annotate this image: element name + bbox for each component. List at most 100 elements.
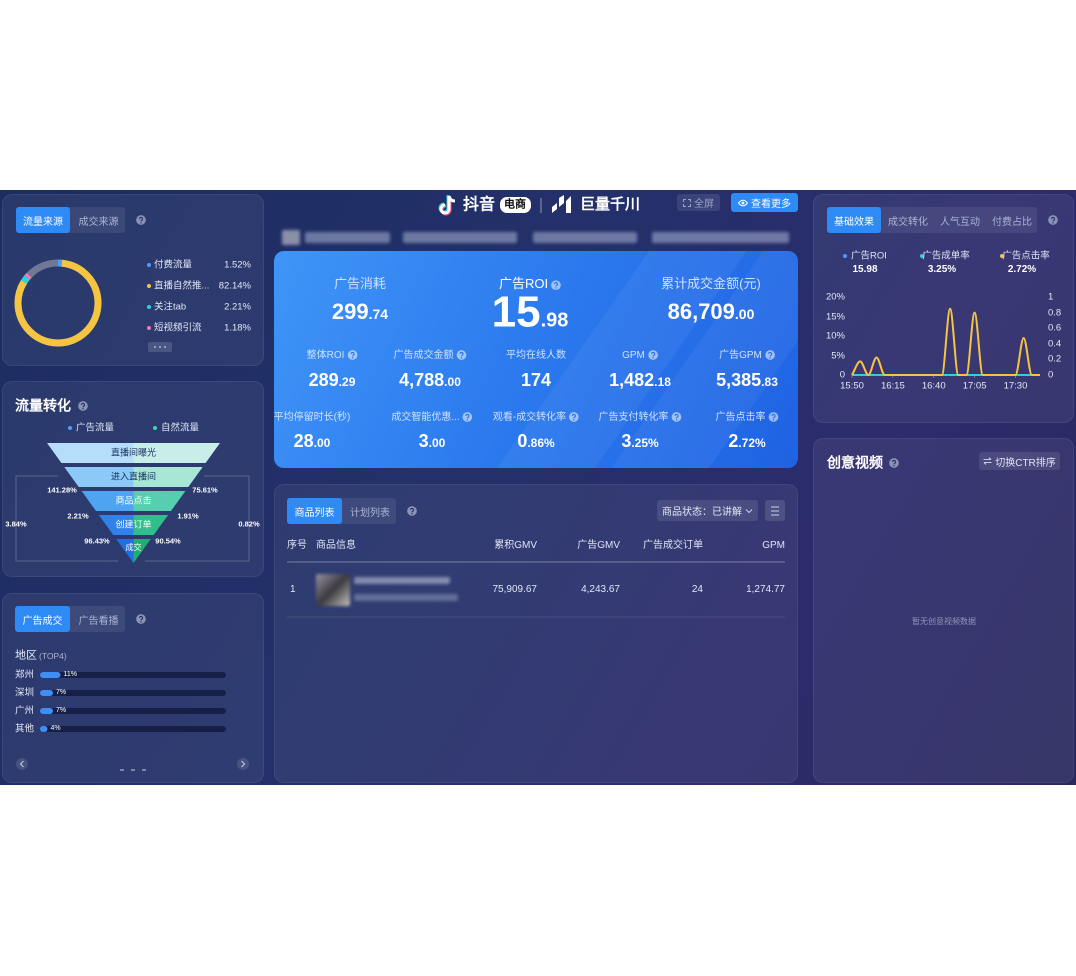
help-glyph (80, 402, 86, 408)
help-icon[interactable] (1048, 215, 1058, 225)
partner: 巨量千川 (580, 196, 641, 213)
help-glyph (675, 419, 678, 421)
y2-tick-label: 0.4 (1048, 338, 1062, 350)
help-icon[interactable] (136, 215, 146, 225)
kpi-value: 15.98 (492, 287, 569, 340)
kpi-label: 广告点击率 (716, 412, 779, 424)
tab[interactable]: 基础效果 (827, 207, 881, 233)
help-icon[interactable] (889, 458, 899, 468)
tab[interactable]: 人气互动 (940, 216, 980, 228)
help-icon[interactable] (569, 412, 580, 423)
logo-shape (559, 195, 564, 207)
fullscreen-button[interactable]: 全屏 (677, 194, 720, 211)
carousel-dot[interactable] (142, 769, 146, 771)
help-glyph (411, 513, 413, 515)
kpi-label: 广告GPM (719, 350, 775, 362)
left-rate: 141.28% (47, 485, 77, 495)
help-circle (136, 614, 146, 624)
legend-dot (147, 326, 151, 330)
carousel-dot[interactable] (131, 769, 135, 771)
region-subtitle: (TOP4) (39, 650, 67, 661)
help-icon[interactable] (671, 412, 682, 423)
funnel-stage-label: 进入直播间 (110, 471, 157, 482)
legend-label: 短视频引流 (154, 322, 202, 334)
more-dot (154, 346, 156, 348)
y2-tick-label: 1 (1048, 291, 1054, 303)
help-circle (347, 350, 358, 361)
help-icon[interactable] (78, 401, 88, 411)
help-glyph (467, 419, 469, 421)
region-value: 11% (63, 670, 77, 678)
help-icon[interactable] (648, 350, 658, 361)
kpi-label: 平均停留时长(秒) (274, 412, 351, 424)
region-bar (40, 672, 61, 678)
next-button[interactable] (237, 758, 249, 770)
help-glyph (1052, 222, 1054, 224)
legend-value: 1.18% (224, 322, 251, 334)
help-circle (889, 458, 899, 468)
help-circle (648, 350, 658, 361)
more-button[interactable]: 查看更多 (731, 193, 798, 212)
blurred-info (282, 230, 300, 245)
carousel-dot[interactable] (120, 769, 124, 771)
help-icon[interactable] (407, 506, 417, 516)
tab[interactable]: 广告成交 (15, 606, 70, 632)
tab[interactable]: 成交来源 (78, 216, 119, 228)
help-icon[interactable] (347, 350, 358, 361)
help-glyph (769, 357, 771, 359)
tab[interactable]: 流量来源 (16, 207, 70, 233)
region-bar (40, 726, 48, 732)
help-icon[interactable] (136, 614, 146, 624)
kpi-label-text: 成交智能优惠... (391, 412, 460, 423)
kpi-value-int: 2 (728, 431, 739, 452)
help-icon[interactable] (768, 412, 779, 423)
help-glyph (351, 357, 354, 359)
help-glyph (771, 414, 776, 419)
row-cell: 75,909.67 (492, 584, 538, 595)
help-icon[interactable] (765, 350, 775, 361)
kpi-value-dec: .00 (313, 436, 331, 451)
help-glyph (82, 408, 84, 410)
region-track (40, 708, 226, 714)
icon-stroke (683, 198, 691, 207)
tab[interactable]: 成交转化 (888, 216, 928, 228)
kpi-label-text: 广告点击率 (715, 412, 766, 423)
qianchuan-logo (552, 195, 571, 213)
logo-shape (552, 203, 557, 213)
help-icon[interactable] (462, 412, 473, 423)
legend-label: 付费流量 (154, 259, 193, 271)
icon-stroke (745, 508, 753, 513)
status-filter[interactable]: 商品状态：已讲解 (657, 500, 758, 521)
funnel-bracket (15, 475, 118, 562)
kpi-value-dec: .72% (738, 436, 766, 451)
help-glyph (891, 459, 897, 465)
help-icon[interactable] (456, 350, 467, 361)
tab[interactable]: 商品列表 (287, 498, 342, 524)
help-glyph (460, 357, 463, 359)
sort-button[interactable]: 切换CTR排序 (979, 452, 1060, 470)
y2-tick-label: 0.2 (1048, 353, 1062, 365)
logo-shape (439, 195, 456, 215)
kpi-value-int: 1,482 (609, 370, 655, 391)
kpi-value-int: 86,709 (667, 298, 735, 324)
tab[interactable]: 付费占比 (992, 216, 1032, 228)
kpi-label: 广告支付转化率 (599, 412, 682, 424)
help-icon[interactable] (551, 279, 561, 290)
region-title: 地区 (15, 649, 37, 662)
brand: 抖音 (463, 196, 496, 214)
kpi-label: GPM (622, 350, 658, 362)
kpi-label: 整体ROI (307, 350, 358, 362)
help-glyph (138, 615, 144, 621)
kpi-value: 28.00 (294, 431, 331, 453)
prev-button[interactable] (16, 758, 28, 770)
right-rate: 75.61% (192, 485, 218, 495)
more-dot (164, 346, 166, 348)
kpi-value-int: 3 (418, 431, 429, 452)
funnel-stage (64, 467, 203, 487)
kpi-label-text: 广告消耗 (333, 276, 387, 292)
help-holder (1045, 215, 1058, 225)
region-bar (40, 690, 54, 696)
tab[interactable]: 计划列表 (350, 507, 390, 519)
y-tick-label: 0 (839, 369, 845, 381)
tab[interactable]: 广告看播 (78, 615, 119, 627)
